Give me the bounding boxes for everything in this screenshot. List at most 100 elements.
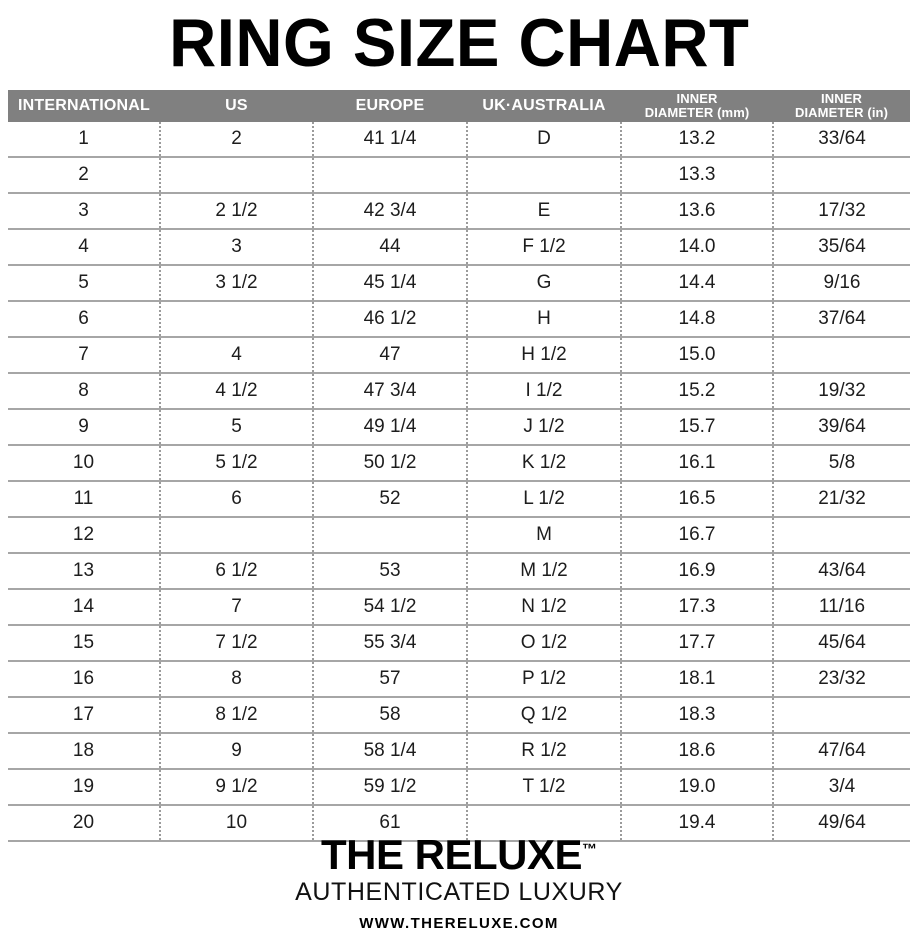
table-row: 9 5 49 1/4 J 1/2 15.7 39/64 xyxy=(8,408,910,445)
cell-us xyxy=(160,300,314,337)
cell-uk_australia: H xyxy=(467,300,622,337)
cell-inner_diameter_in: 17/32 xyxy=(773,192,910,229)
column-header-inner-diameter-mm-line1: INNER xyxy=(676,91,718,106)
footer-branding: THE RELUXE™ AUTHENTICATED LUXURY WWW.THE… xyxy=(0,828,918,933)
cell-international: 8 xyxy=(8,372,161,409)
cell-us: 4 1/2 xyxy=(160,372,314,409)
cell-international: 16 xyxy=(8,660,161,697)
cell-uk_australia: Q 1/2 xyxy=(467,696,622,733)
cell-europe: 57 xyxy=(313,660,468,697)
cell-inner_diameter_mm: 14.0 xyxy=(621,228,774,265)
cell-us: 6 1/2 xyxy=(160,552,314,589)
cell-inner_diameter_in xyxy=(773,516,910,553)
cell-us: 7 xyxy=(160,588,314,625)
cell-europe: 54 1/2 xyxy=(313,588,468,625)
cell-international: 11 xyxy=(8,480,161,517)
cell-inner_diameter_mm: 13.3 xyxy=(621,156,774,193)
cell-europe: 45 1/4 xyxy=(313,264,468,301)
cell-inner_diameter_mm: 18.1 xyxy=(621,660,774,697)
cell-europe: 44 xyxy=(313,228,468,265)
table-row: 20 10 61 19.4 49/64 xyxy=(8,804,910,842)
cell-inner_diameter_mm: 19.0 xyxy=(621,768,774,805)
cell-inner_diameter_mm: 19.4 xyxy=(621,804,774,842)
cell-inner_diameter_mm: 15.2 xyxy=(621,372,774,409)
table-row: 4 3 44 F 1/2 14.0 35/64 xyxy=(8,228,910,265)
table-row: 6 46 1/2 H 14.8 37/64 xyxy=(8,300,910,337)
table-row: 13 6 1/2 53 M 1/2 16.9 43/64 xyxy=(8,552,910,589)
cell-inner_diameter_mm: 14.4 xyxy=(621,264,774,301)
table-row: 16 8 57 P 1/2 18.1 23/32 xyxy=(8,660,910,697)
trademark-symbol: ™ xyxy=(582,841,598,858)
cell-uk_australia xyxy=(467,156,622,193)
cell-us: 3 xyxy=(160,228,314,265)
brand-tagline: AUTHENTICATED LUXURY xyxy=(295,878,623,906)
cell-international: 9 xyxy=(8,408,161,445)
cell-international: 3 xyxy=(8,192,161,229)
column-header-europe-label: EUROPE xyxy=(355,97,425,114)
cell-uk_australia: G xyxy=(467,264,622,301)
cell-inner_diameter_in: 37/64 xyxy=(773,300,910,337)
cell-inner_diameter_in: 9/16 xyxy=(773,264,910,301)
cell-uk_australia: M xyxy=(467,516,622,553)
cell-uk_australia xyxy=(467,804,622,842)
cell-europe: 46 1/2 xyxy=(313,300,468,337)
cell-europe xyxy=(313,156,468,193)
cell-uk_australia: K 1/2 xyxy=(467,444,622,481)
cell-inner_diameter_in: 23/32 xyxy=(773,660,910,697)
cell-europe: 53 xyxy=(313,552,468,589)
page-title: RING SIZE CHART xyxy=(168,5,750,81)
cell-inner_diameter_in: 19/32 xyxy=(773,372,910,409)
table-row: 1 2 41 1/4 D 13.2 33/64 xyxy=(8,122,910,157)
cell-international: 4 xyxy=(8,228,161,265)
cell-inner_diameter_in: 49/64 xyxy=(773,804,910,842)
cell-us: 9 xyxy=(160,732,314,769)
cell-international: 12 xyxy=(8,516,161,553)
cell-us: 2 xyxy=(160,122,314,157)
table-row: 19 9 1/2 59 1/2 T 1/2 19.0 3/4 xyxy=(8,768,910,805)
table-row: 17 8 1/2 58 Q 1/2 18.3 xyxy=(8,696,910,733)
cell-europe: 42 3/4 xyxy=(313,192,468,229)
cell-uk_australia: D xyxy=(467,122,622,157)
cell-inner_diameter_in: 11/16 xyxy=(773,588,910,625)
cell-uk_australia: O 1/2 xyxy=(467,624,622,661)
table-row: 12 M 16.7 xyxy=(8,516,910,553)
cell-us: 5 1/2 xyxy=(160,444,314,481)
cell-international: 1 xyxy=(8,122,161,157)
cell-europe: 58 1/4 xyxy=(313,732,468,769)
cell-inner_diameter_mm: 18.6 xyxy=(621,732,774,769)
cell-inner_diameter_mm: 18.3 xyxy=(621,696,774,733)
cell-inner_diameter_in: 33/64 xyxy=(773,122,910,157)
cell-inner_diameter_in xyxy=(773,336,910,373)
cell-international: 2 xyxy=(8,156,161,193)
table-row: 2 13.3 xyxy=(8,156,910,193)
cell-inner_diameter_in: 39/64 xyxy=(773,408,910,445)
table-header-row: INTERNATIONAL US EUROPE UK·AUSTRALIA INN… xyxy=(8,90,910,122)
cell-uk_australia: M 1/2 xyxy=(467,552,622,589)
cell-inner_diameter_in: 5/8 xyxy=(773,444,910,481)
column-header-international-label: INTERNATIONAL xyxy=(17,97,151,114)
cell-inner_diameter_mm: 16.7 xyxy=(621,516,774,553)
cell-europe xyxy=(313,516,468,553)
cell-europe: 55 3/4 xyxy=(313,624,468,661)
cell-inner_diameter_in: 47/64 xyxy=(773,732,910,769)
cell-inner_diameter_in: 45/64 xyxy=(773,624,910,661)
cell-uk_australia: I 1/2 xyxy=(467,372,622,409)
cell-inner_diameter_mm: 17.3 xyxy=(621,588,774,625)
column-header-inner-diameter-in-lines: INNER DIAMETER (in) xyxy=(773,92,910,120)
table-row: 18 9 58 1/4 R 1/2 18.6 47/64 xyxy=(8,732,910,769)
cell-international: 18 xyxy=(8,732,161,769)
cell-europe: 47 3/4 xyxy=(313,372,468,409)
cell-inner_diameter_in xyxy=(773,156,910,193)
cell-international: 20 xyxy=(8,804,161,842)
table-row: 10 5 1/2 50 1/2 K 1/2 16.1 5/8 xyxy=(8,444,910,481)
column-header-inner-diameter-mm-line2: DIAMETER (mm) xyxy=(644,105,750,120)
cell-us: 4 xyxy=(160,336,314,373)
column-header-us: US xyxy=(160,90,313,122)
cell-europe: 41 1/4 xyxy=(313,122,468,157)
cell-inner_diameter_mm: 16.1 xyxy=(621,444,774,481)
cell-uk_australia: R 1/2 xyxy=(467,732,622,769)
size-table-container: INTERNATIONAL US EUROPE UK·AUSTRALIA INN… xyxy=(8,90,910,842)
